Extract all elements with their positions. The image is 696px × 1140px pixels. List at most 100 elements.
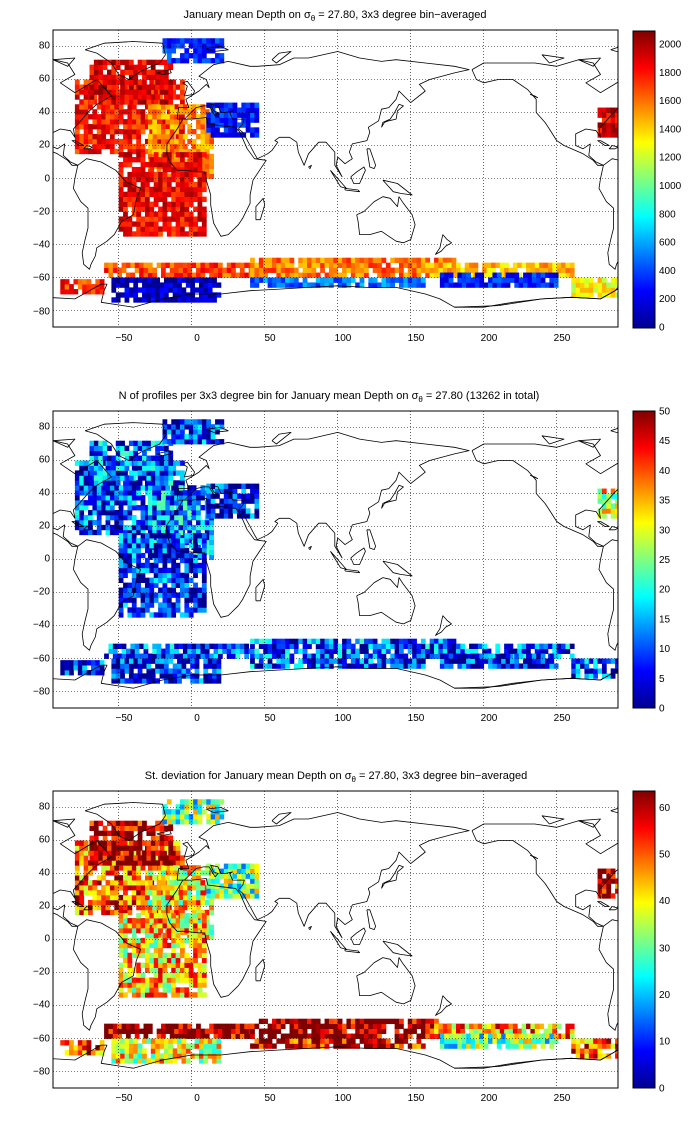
data-cell <box>552 648 558 654</box>
data-cell <box>235 1023 241 1029</box>
data-cell <box>444 663 450 669</box>
data-cell <box>156 500 162 506</box>
data-cell <box>166 597 172 603</box>
data-cell <box>399 262 404 268</box>
data-cell <box>182 880 188 886</box>
data-cell <box>197 206 203 212</box>
data-cell <box>127 567 133 574</box>
data-cell <box>276 653 282 659</box>
data-cell <box>118 982 124 988</box>
data-cell <box>142 450 147 456</box>
data-cell <box>95 665 101 671</box>
data-cell <box>153 533 159 539</box>
data-cell <box>152 899 158 906</box>
data-cell <box>101 904 106 911</box>
data-cell <box>127 157 133 163</box>
data-cell <box>88 124 93 130</box>
data-cell <box>182 899 188 906</box>
data-cell <box>150 673 156 679</box>
data-cell <box>115 855 121 861</box>
data-cell <box>394 277 400 283</box>
data-cell <box>496 282 502 288</box>
data-cell <box>149 597 155 603</box>
data-cell <box>514 277 520 283</box>
data-cell <box>166 913 172 919</box>
data-cell <box>140 510 146 516</box>
data-cell <box>601 107 607 113</box>
data-cell <box>142 1058 147 1064</box>
data-cell <box>127 104 133 110</box>
data-cell <box>131 475 137 481</box>
data-cell <box>123 942 128 949</box>
data-cell <box>188 972 194 978</box>
data-cell <box>222 267 228 273</box>
data-cell <box>149 186 155 193</box>
data-cell <box>104 1033 109 1039</box>
data-cell <box>407 663 413 669</box>
data-cell <box>263 1018 269 1025</box>
data-cell <box>311 658 317 664</box>
data-cell <box>146 69 152 75</box>
data-cell <box>178 875 184 881</box>
data-cell <box>123 602 128 608</box>
data-cell <box>153 913 159 919</box>
data-cell <box>127 529 133 536</box>
data-cell <box>123 894 128 901</box>
data-cell <box>315 257 321 264</box>
data-cell <box>142 460 147 466</box>
data-cell <box>289 638 295 645</box>
data-cell <box>368 663 374 669</box>
data-cell <box>147 262 153 268</box>
data-cell <box>128 440 134 447</box>
data-cell <box>180 612 185 618</box>
data-cell <box>89 440 95 447</box>
data-cell <box>575 292 581 298</box>
data-cell <box>196 870 201 876</box>
data-cell <box>161 495 166 501</box>
data-cell <box>207 277 213 283</box>
data-cell <box>89 455 95 461</box>
data-cell <box>152 148 158 155</box>
data-cell <box>144 557 150 564</box>
data-cell <box>191 143 197 150</box>
data-cell <box>223 503 229 509</box>
data-cell <box>96 495 102 501</box>
data-cell <box>166 221 172 227</box>
data-cell <box>89 820 95 827</box>
data-cell <box>144 597 150 603</box>
data-cell <box>307 643 312 649</box>
data-cell <box>215 493 220 499</box>
data-cell <box>130 643 136 649</box>
data-cell <box>453 282 458 288</box>
data-cell <box>171 562 177 569</box>
data-cell <box>120 855 125 861</box>
data-cell <box>115 282 121 288</box>
data-cell <box>93 830 99 836</box>
data-cell <box>149 216 155 222</box>
data-cell <box>505 658 511 664</box>
data-cell <box>109 109 115 115</box>
data-cell <box>457 272 463 278</box>
data-cell <box>258 643 264 649</box>
data-cell <box>142 673 147 679</box>
data-cell <box>147 899 153 906</box>
data-cell <box>315 1033 321 1039</box>
data-cell <box>149 157 155 163</box>
data-cell <box>180 171 185 178</box>
data-cell <box>127 143 133 150</box>
data-cell <box>112 653 118 659</box>
data-cell <box>236 483 242 489</box>
data-cell <box>118 557 124 564</box>
data-cell <box>207 1038 213 1044</box>
data-cell <box>193 582 198 588</box>
data-cell <box>174 138 179 145</box>
data-cell <box>83 860 89 866</box>
data-cell <box>161 109 166 115</box>
data-cell <box>385 648 391 654</box>
data-cell <box>377 262 382 268</box>
data-cell <box>93 89 99 95</box>
data-cell <box>102 84 108 90</box>
data-cell <box>127 480 133 486</box>
data-cell <box>118 524 124 531</box>
data-cell <box>124 1043 130 1049</box>
